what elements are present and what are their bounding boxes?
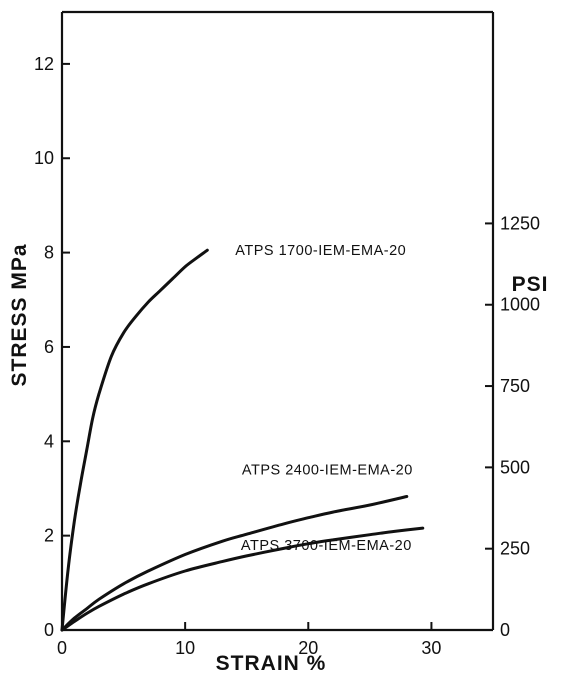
y-tick-label: 10 <box>34 148 54 168</box>
y-tick-label: 6 <box>44 337 54 357</box>
x-tick-label: 30 <box>421 638 441 658</box>
y2-tick-label: 250 <box>500 539 530 559</box>
series-label-1: ATPS 1700-IEM-EMA-20 <box>235 243 406 259</box>
x-tick-label: 10 <box>175 638 195 658</box>
axis-ticks <box>61 62 493 631</box>
x-axis-title: STRAIN % <box>216 652 327 675</box>
plot-axes <box>60 10 495 632</box>
y-tick-label: 2 <box>44 526 54 546</box>
y2-tick-label: 1250 <box>500 213 540 233</box>
series-label-2: ATPS 2400-IEM-EMA-20 <box>242 462 413 478</box>
y-tick-label: 8 <box>44 243 54 263</box>
series-line-2 <box>60 495 409 632</box>
axis-tick-labels: 0 10 20 30 0 2 4 6 8 10 12 0 250 500 750 1000 1250 <box>34 54 540 658</box>
x-tick-label: 20 <box>298 638 318 658</box>
y-tick-label: 4 <box>44 431 54 451</box>
y2-tick-label: 1000 <box>500 295 540 315</box>
series-line-1 <box>60 248 209 632</box>
series-line-3 <box>60 526 425 632</box>
data-curves <box>60 248 425 632</box>
y2-tick-label: 750 <box>500 376 530 396</box>
curve-labels: ATPS 1700-IEM-EMA-20 ATPS 2400-IEM-EMA-20… <box>235 243 412 554</box>
series-label-3: ATPS 3700-IEM-EMA-20 <box>241 538 412 554</box>
y-tick-label: 0 <box>44 620 54 640</box>
y2-tick-label: 500 <box>500 457 530 477</box>
x-tick-label: 0 <box>57 638 67 658</box>
y-tick-label: 12 <box>34 54 54 74</box>
y2-tick-label: 0 <box>500 620 510 640</box>
y-axis-title: STRESS MPa <box>8 243 31 386</box>
y2-axis-title: PSI <box>512 273 549 296</box>
